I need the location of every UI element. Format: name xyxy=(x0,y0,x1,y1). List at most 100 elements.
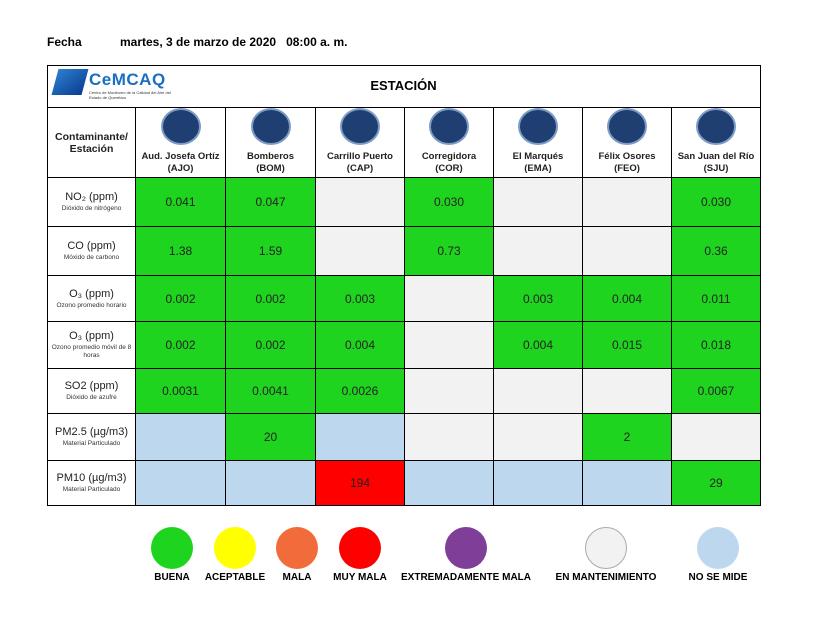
legend-label: NO SE MIDE xyxy=(688,572,748,583)
value: 0.003 xyxy=(522,291,554,306)
pollutant-name: CO (ppm) xyxy=(67,240,116,252)
legend-label: MUY MALA xyxy=(333,572,387,583)
station-icon xyxy=(340,108,380,145)
value-cell: 2 xyxy=(582,413,672,461)
station-name: Carrillo Puerto xyxy=(327,151,393,162)
value-cell: 0.0041 xyxy=(225,368,316,414)
value: 194 xyxy=(349,476,371,490)
value-cell: 0.004 xyxy=(582,275,672,322)
value: 0.002 xyxy=(255,291,286,306)
value: 0.0041 xyxy=(252,384,289,398)
value-cell: 0.002 xyxy=(135,321,226,369)
station-code: (FEO) xyxy=(614,163,640,174)
pollutant-name: PM10 (µg/m3) xyxy=(56,472,127,484)
value: 0.004 xyxy=(344,338,376,352)
station-code: (AJO) xyxy=(167,163,194,174)
value: 0.047 xyxy=(255,195,286,209)
station-code: (COR) xyxy=(435,163,463,174)
station-header: El Marqués (EMA) xyxy=(493,107,583,178)
value-cell: 194 xyxy=(315,460,405,506)
value-cell: 29 xyxy=(671,460,761,506)
station-header: Corregidora (COR) xyxy=(404,107,494,178)
value: 0.003 xyxy=(344,291,376,306)
value-cell: 0.36 xyxy=(671,226,761,276)
station-name: Bomberos xyxy=(247,151,294,162)
value-cell xyxy=(671,413,761,461)
value-cell: 0.004 xyxy=(315,321,405,369)
value-cell: 0.041 xyxy=(135,177,226,227)
value-cell: 0.030 xyxy=(671,177,761,227)
pollutant-description: Material Particulado xyxy=(62,486,121,493)
value-cell: 0.018 xyxy=(671,321,761,369)
value-cell xyxy=(404,275,494,322)
station-name: Corregidora xyxy=(421,151,477,162)
value-cell xyxy=(315,413,405,461)
value: 0.041 xyxy=(165,195,196,209)
value-cell xyxy=(315,177,405,227)
station-icon xyxy=(696,108,736,145)
station-name: Félix Osores xyxy=(598,151,656,162)
value-cell: 0.004 xyxy=(493,321,583,369)
value-cell xyxy=(404,368,494,414)
station-header: San Juan del Río (SJU) xyxy=(671,107,761,178)
value-cell: 0.003 xyxy=(493,275,583,322)
value: 1.38 xyxy=(168,244,193,258)
pollutant-name: SO2 (ppm) xyxy=(64,380,119,392)
legend-dot xyxy=(151,527,193,569)
value: 0.0067 xyxy=(697,384,735,398)
legend-dot xyxy=(276,527,318,569)
value-cell xyxy=(135,460,226,506)
value-cell xyxy=(582,460,672,506)
value-cell xyxy=(493,460,583,506)
value-cell xyxy=(404,321,494,369)
station-icon xyxy=(607,108,647,145)
value: 20 xyxy=(263,430,278,444)
value: 1.59 xyxy=(258,244,283,258)
value-cell: 0.73 xyxy=(404,226,494,276)
pollutant-name: PM2.5 (µg/m3) xyxy=(55,426,128,438)
value-cell: 0.003 xyxy=(315,275,405,322)
station-header: Bomberos (BOM) xyxy=(225,107,316,178)
legend-dot xyxy=(339,527,381,569)
date-label: Fecha xyxy=(47,35,82,49)
legend-label: BUENA xyxy=(154,572,190,583)
value-cell xyxy=(493,413,583,461)
value: 2 xyxy=(623,430,631,444)
legend-dot xyxy=(697,527,739,569)
value-cell: 0.002 xyxy=(225,275,316,322)
value-cell xyxy=(404,460,494,506)
pollutant-cell: O₃ (ppm) Ozono promedio horario xyxy=(47,275,136,322)
value-cell: 0.047 xyxy=(225,177,316,227)
value-cell xyxy=(225,460,316,506)
value-cell: 0.0026 xyxy=(315,368,405,414)
value: 0.73 xyxy=(437,244,461,258)
value-cell: 0.015 xyxy=(582,321,672,369)
value-cell xyxy=(582,368,672,414)
legend-dot xyxy=(585,527,627,569)
value-cell: 20 xyxy=(225,413,316,461)
station-icon xyxy=(518,108,558,145)
value: 0.002 xyxy=(165,291,196,306)
station-icon xyxy=(429,108,469,145)
pollutant-description: Ozono promedio horario xyxy=(56,301,127,309)
value-cell: 1.59 xyxy=(225,226,316,276)
station-header: Aud. Josefa Ortíz (AJO) xyxy=(135,107,226,178)
station-name: Aud. Josefa Ortíz xyxy=(141,151,220,162)
value-cell xyxy=(404,413,494,461)
pollutant-cell: O₃ (ppm) Ozono promedio móvil de 8 horas xyxy=(47,321,136,369)
pollutant-name: O₃ (ppm) xyxy=(69,287,114,300)
logo-name: CeMCAQ xyxy=(89,70,166,89)
value-cell xyxy=(315,226,405,276)
legend-dot xyxy=(445,527,487,569)
pollutant-description: Dióxido de nitrógeno xyxy=(61,205,122,212)
value-cell: 0.011 xyxy=(671,275,761,322)
value: 0.0026 xyxy=(341,384,379,398)
station-code: (BOM) xyxy=(256,163,285,174)
value: 0.0031 xyxy=(162,384,199,398)
station-code: (SJU) xyxy=(703,163,729,174)
value: 0.030 xyxy=(433,195,465,209)
pollutant-description: Material Particulado xyxy=(62,440,121,447)
station-name: El Marqués xyxy=(512,151,564,162)
station-icon xyxy=(250,108,291,145)
